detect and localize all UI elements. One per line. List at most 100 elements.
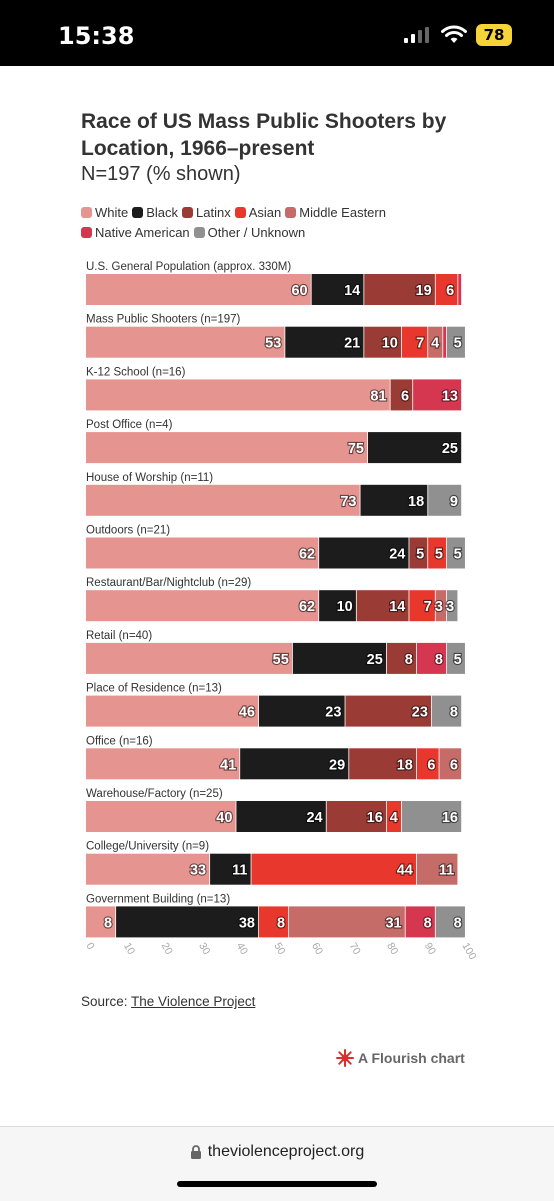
data-label: 25 xyxy=(367,652,383,668)
bar-segment-latinx xyxy=(409,537,428,569)
data-label: 24 xyxy=(389,547,405,563)
bar-segment-latinx xyxy=(349,748,417,780)
bar-segment-black xyxy=(210,853,251,885)
bar-segment-white xyxy=(86,274,311,305)
source-link[interactable]: The Violence Project xyxy=(131,994,256,1009)
bar-segment-white xyxy=(86,326,285,358)
bar-segment-asian xyxy=(435,274,458,305)
row-label: K-12 School (n=16) xyxy=(86,366,186,378)
bar-segment-middle-eastern xyxy=(289,906,405,938)
bar-segment-middle-eastern xyxy=(428,326,443,358)
bar-segment-black xyxy=(311,274,364,305)
data-label: 6 xyxy=(427,757,435,773)
data-label: 25 xyxy=(442,441,458,457)
legend-label: Latinx xyxy=(196,205,231,220)
bar-segment-white xyxy=(86,695,259,727)
row-label: College/University (n=9) xyxy=(86,841,209,853)
data-label: 4 xyxy=(390,810,398,826)
legend-item-other-unknown[interactable]: Other / Unknown xyxy=(193,223,305,242)
source-prefix: Source: xyxy=(81,994,132,1009)
data-label: 5 xyxy=(416,547,424,563)
bar-segment-asian xyxy=(416,748,439,780)
chart-title: Race of US Mass Public Shooters by Locat… xyxy=(81,110,447,160)
data-label: 5 xyxy=(454,652,462,668)
row-label: Outdoors (n=21) xyxy=(86,525,170,537)
x-tick-label: 90 xyxy=(422,941,438,957)
x-tick-label: 50 xyxy=(271,941,287,957)
bar-segment-middle-eastern xyxy=(435,590,447,622)
legend-swatch xyxy=(81,207,92,218)
row-label: Place of Residence (n=13) xyxy=(86,683,222,695)
data-label: 7 xyxy=(416,336,424,352)
bar-segment-other-unknown xyxy=(446,642,465,674)
bar-segment-asian xyxy=(409,590,435,622)
legend-item-middle-eastern[interactable]: Middle Eastern xyxy=(285,203,386,222)
row-label: Government Building (n=13) xyxy=(86,893,230,905)
bar-segment-asian xyxy=(428,537,447,569)
data-label: 40 xyxy=(216,810,232,826)
bar-segment-latinx xyxy=(364,274,435,305)
bar-segment-white xyxy=(86,484,360,516)
row-label: House of Worship (n=11) xyxy=(86,472,213,484)
data-label: 38 xyxy=(239,915,255,931)
data-label: 16 xyxy=(367,810,383,826)
data-label: 11 xyxy=(439,863,454,879)
bar-segment-white xyxy=(86,906,116,938)
cellular-signal-icon xyxy=(404,27,429,43)
bar-segment-other-unknown xyxy=(431,695,462,727)
row-label: Retail (n=40) xyxy=(86,630,152,642)
legend-label: Middle Eastern xyxy=(299,205,386,220)
bar-segment-latinx xyxy=(326,801,386,832)
data-label: 5 xyxy=(435,547,443,563)
chart-subtitle: N=197 (% shown) xyxy=(81,163,241,185)
row-label: U.S. General Population (approx. 330M) xyxy=(86,261,291,273)
data-label: 9 xyxy=(450,494,458,510)
data-label: 3 xyxy=(446,599,454,615)
bar-segment-black xyxy=(368,432,462,464)
data-label: 60 xyxy=(291,283,307,299)
address-bar[interactable]: theviolenceproject.org xyxy=(0,1143,554,1161)
flourish-logo-icon xyxy=(336,1049,354,1067)
data-label: 44 xyxy=(397,863,413,879)
legend-label: Black xyxy=(146,205,179,220)
data-label: 62 xyxy=(299,547,315,563)
status-bar: 15:38 78 xyxy=(0,0,554,66)
legend-item-black[interactable]: Black xyxy=(132,203,178,222)
bar-segment-latinx xyxy=(386,642,417,674)
legend-swatch xyxy=(285,207,297,218)
data-label: 23 xyxy=(412,705,428,721)
data-label: 8 xyxy=(454,915,462,931)
data-label: 8 xyxy=(405,652,413,668)
flourish-credit[interactable]: A Flourish chart xyxy=(336,1049,465,1067)
data-label: 23 xyxy=(325,705,341,721)
data-label: 3 xyxy=(435,599,443,615)
bar-segment-white xyxy=(86,853,210,885)
data-label: 55 xyxy=(273,652,289,668)
x-tick-label: 20 xyxy=(159,941,175,957)
data-label: 62 xyxy=(299,599,315,615)
x-tick-label: 40 xyxy=(234,941,250,957)
home-indicator xyxy=(177,1181,377,1187)
bar-segment-native-american xyxy=(405,906,435,938)
legend-swatch xyxy=(81,227,92,238)
legend-item-asian[interactable]: Asian xyxy=(234,203,281,222)
legend-item-latinx[interactable]: Latinx xyxy=(182,203,231,222)
data-label: 31 xyxy=(385,915,401,931)
status-time: 15:38 xyxy=(58,22,135,50)
legend-item-white[interactable]: White xyxy=(81,203,128,222)
data-label: 10 xyxy=(337,599,353,615)
bar-segment-other-unknown xyxy=(446,590,458,622)
bar-segment-native-american xyxy=(413,379,462,411)
legend-swatch xyxy=(132,207,144,218)
browser-bottom-bar xyxy=(0,1126,554,1201)
bar-segment-white xyxy=(86,537,319,569)
bar-segment-latinx xyxy=(356,590,409,622)
row-label: Post Office (n=4) xyxy=(86,419,173,431)
bar-segment-white xyxy=(86,801,236,832)
bar-segment-white xyxy=(86,748,240,780)
legend-item-native-american[interactable]: Native American xyxy=(81,223,190,242)
bar-segment-latinx xyxy=(364,326,402,358)
bar-segment-asian xyxy=(386,801,402,832)
data-label: 8 xyxy=(277,915,285,931)
data-label: 19 xyxy=(416,283,432,299)
